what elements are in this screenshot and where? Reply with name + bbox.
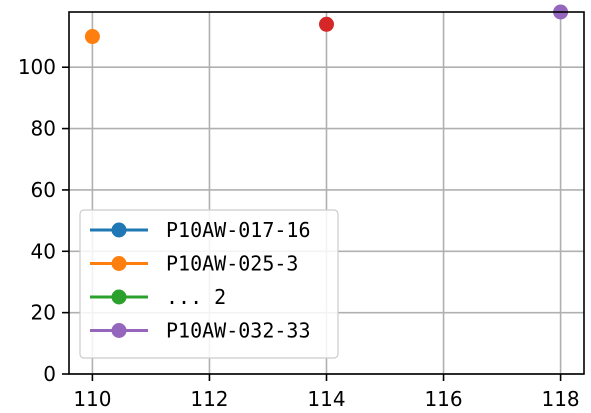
y-tick-label: 100 <box>18 55 56 79</box>
x-tick-label: 116 <box>424 387 462 411</box>
y-tick-label: 20 <box>31 301 56 325</box>
plot-frame <box>68 11 585 375</box>
x-tick-label: 110 <box>73 387 111 411</box>
legend-label: P10AW-025-3 <box>166 252 298 276</box>
axes-frame <box>62 11 585 381</box>
legend-marker <box>111 256 127 271</box>
legend-marker <box>111 222 127 238</box>
data-point <box>319 16 334 32</box>
x-tick-label: 112 <box>190 387 228 411</box>
y-tick-label: 40 <box>31 239 56 263</box>
y-tick-label: 80 <box>31 117 56 141</box>
legend-marker <box>111 323 127 338</box>
legend: P10AW-017-16 P10AW-025-3 ... 2 P10AW-032-33 <box>79 209 339 359</box>
legend-label: P10AW-017-16 <box>166 218 311 242</box>
tick-labels: 110 112 114 116 118 0 20 40 60 80 100 <box>18 55 580 411</box>
y-tick-label: 0 <box>43 362 56 386</box>
legend-label: P10AW-032-33 <box>166 319 311 343</box>
x-tick-label: 118 <box>541 387 579 411</box>
y-tick-label: 60 <box>31 178 56 202</box>
data-points <box>84 4 569 45</box>
legend-box <box>79 209 339 359</box>
data-point <box>84 29 100 45</box>
legend-label: ... 2 <box>166 285 226 309</box>
x-tick-label: 114 <box>307 387 345 411</box>
legend-marker <box>111 289 127 305</box>
